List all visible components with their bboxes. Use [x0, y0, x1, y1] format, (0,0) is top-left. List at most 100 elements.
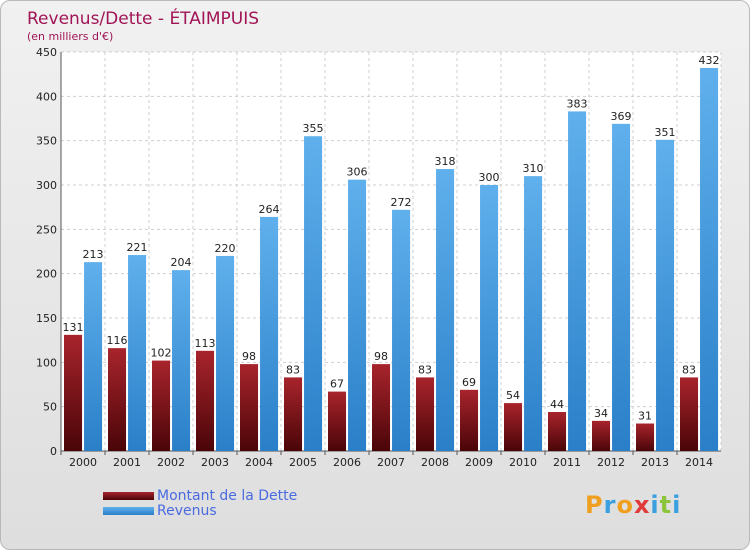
legend-swatch-revenus	[103, 506, 154, 515]
bar-dette	[328, 391, 347, 451]
chart-legend: Montant de la Dette Revenus	[103, 487, 298, 519]
x-tick-label: 2001	[113, 456, 141, 469]
x-tick-label: 2013	[641, 456, 669, 469]
data-label-revenus: 383	[567, 97, 588, 110]
legend-label-revenus: Revenus	[157, 502, 217, 519]
proxiti-logo: Proxiti	[585, 491, 681, 519]
bar-revenus	[656, 139, 675, 451]
bar-dette	[152, 360, 171, 451]
data-label-dette: 113	[195, 337, 216, 350]
data-label-revenus: 221	[127, 241, 148, 254]
data-label-dette: 44	[550, 398, 564, 411]
data-label-dette: 83	[682, 363, 696, 376]
logo-letter: o	[616, 491, 634, 519]
data-label-revenus: 369	[611, 110, 632, 123]
bar-dette	[284, 377, 303, 451]
bar-revenus	[172, 270, 191, 451]
data-label-revenus: 264	[259, 203, 280, 216]
y-tick-label: 400	[36, 90, 57, 103]
data-label-dette: 98	[374, 350, 388, 363]
x-tick-label: 2008	[421, 456, 449, 469]
legend-label-debt: Montant de la Dette	[157, 487, 298, 504]
y-tick-label: 250	[36, 223, 57, 236]
data-label-dette: 83	[286, 363, 300, 376]
data-label-revenus: 351	[655, 126, 676, 139]
logo-letter: i	[672, 491, 682, 519]
bar-dette	[460, 389, 479, 451]
data-label-revenus: 432	[699, 54, 720, 67]
y-tick-label: 350	[36, 135, 57, 148]
bar-revenus	[260, 216, 279, 451]
x-tick-label: 2006	[333, 456, 361, 469]
logo-letter: t	[659, 491, 673, 519]
chart-subtitle: (en milliers d'€)	[27, 30, 114, 43]
logo-letter: r	[603, 491, 617, 519]
bar-revenus	[612, 123, 631, 451]
bar-dette	[108, 348, 127, 451]
x-tick-label: 2007	[377, 456, 405, 469]
data-label-revenus: 220	[215, 242, 236, 255]
x-tick-label: 2014	[685, 456, 713, 469]
y-tick-label: 100	[36, 356, 57, 369]
bar-dette	[636, 423, 655, 451]
data-label-dette: 131	[63, 321, 84, 334]
x-tick-label: 2004	[245, 456, 273, 469]
bar-dette	[372, 364, 391, 451]
x-tick-label: 2012	[597, 456, 625, 469]
data-label-dette: 69	[462, 376, 476, 389]
bar-revenus	[436, 169, 455, 452]
bar-revenus	[348, 179, 367, 451]
bar-revenus	[480, 185, 499, 451]
x-tick-label: 2002	[157, 456, 185, 469]
legend-item-revenus: Revenus	[103, 502, 297, 519]
plot-area	[61, 52, 721, 451]
bar-revenus	[216, 255, 235, 451]
data-label-dette: 31	[638, 410, 652, 423]
x-tick-label: 2000	[69, 456, 97, 469]
x-tick-label: 2011	[553, 456, 581, 469]
x-tick-label: 2009	[465, 456, 493, 469]
data-label-dette: 116	[107, 334, 128, 347]
data-label-dette: 98	[242, 350, 256, 363]
bar-revenus	[84, 262, 103, 451]
data-label-dette: 54	[506, 389, 520, 402]
bar-revenus	[304, 136, 323, 451]
bar-revenus	[524, 176, 543, 451]
logo-letter: i	[650, 491, 660, 519]
data-label-revenus: 355	[303, 122, 324, 135]
y-tick-label: 200	[36, 268, 57, 281]
bar-revenus	[128, 255, 147, 451]
y-tick-label: 150	[36, 312, 57, 325]
data-label-dette: 67	[330, 378, 344, 391]
bar-dette	[64, 334, 83, 451]
bar-dette	[240, 364, 259, 451]
data-label-dette: 102	[151, 347, 172, 360]
y-tick-label: 0	[50, 445, 57, 458]
y-tick-label: 450	[36, 46, 57, 59]
data-label-dette: 34	[594, 407, 608, 420]
bar-revenus	[392, 209, 411, 451]
y-tick-label: 50	[43, 401, 57, 414]
data-label-revenus: 272	[391, 196, 412, 209]
bar-dette	[504, 403, 523, 451]
data-label-revenus: 306	[347, 166, 368, 179]
x-tick-label: 2010	[509, 456, 537, 469]
bar-dette	[416, 377, 435, 451]
data-label-revenus: 213	[83, 248, 104, 261]
x-tick-label: 2005	[289, 456, 317, 469]
data-label-revenus: 310	[523, 162, 544, 175]
chart-title: Revenus/Dette - ÉTAIMPUIS	[27, 9, 260, 29]
x-tick-label: 2003	[201, 456, 229, 469]
bar-dette	[196, 350, 215, 451]
bar-dette	[592, 420, 611, 451]
bar-revenus	[700, 67, 719, 452]
data-label-revenus: 300	[479, 171, 500, 184]
legend-item-debt: Montant de la Dette	[103, 487, 298, 504]
data-label-revenus: 204	[171, 256, 192, 269]
data-label-dette: 83	[418, 363, 432, 376]
bar-revenus	[568, 111, 587, 451]
logo-letter: P	[585, 491, 604, 519]
logo-letter: x	[633, 491, 651, 519]
